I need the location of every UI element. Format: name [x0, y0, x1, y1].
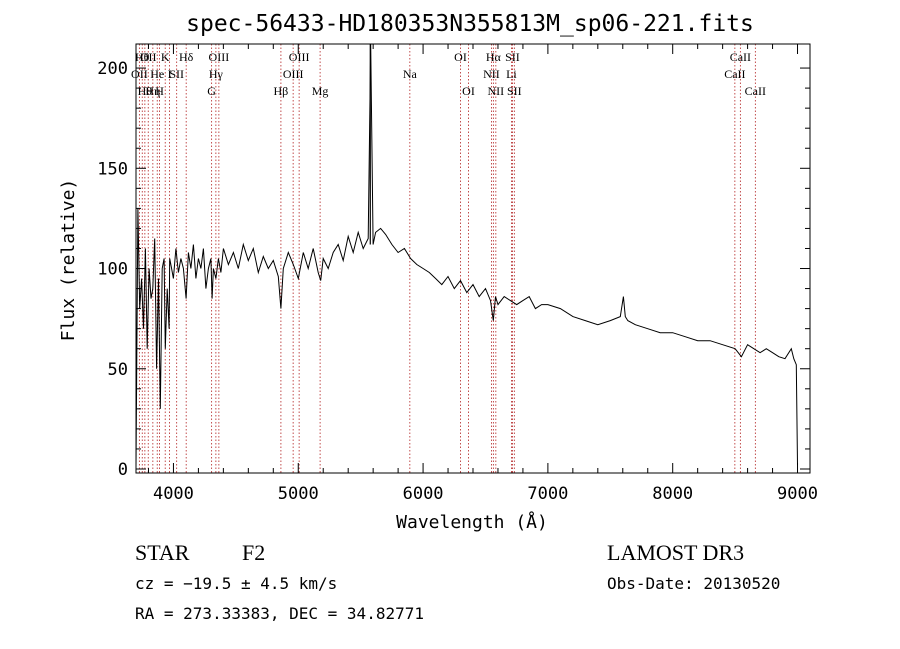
spectrum-plot [135, 43, 798, 468]
x-tick-label: 7000 [527, 484, 568, 504]
plot-frame [135, 43, 811, 474]
line-label: SII [169, 67, 184, 81]
line-label: OI [454, 50, 467, 64]
line-label: OIII [283, 67, 304, 81]
line-label: Mg [312, 84, 329, 98]
y-axis-label: Flux (relative) [58, 179, 79, 342]
y-tick-label: 50 [108, 360, 128, 380]
axis-ticks: 4000 5000 6000 7000 8000 9000 0 50 100 150 200 [97, 44, 818, 504]
line-label: OII [131, 67, 148, 81]
coordinates: RA = 273.33383, DEC = 34.82771 [135, 604, 424, 623]
line-label: NII [483, 67, 500, 81]
line-label: He [150, 67, 164, 81]
line-label: OIII [289, 50, 310, 64]
object-subclass: F2 [242, 540, 266, 565]
line-label: Hδ [179, 50, 194, 64]
x-tick-label: 8000 [652, 484, 693, 504]
y-tick-label: 0 [118, 460, 128, 480]
line-label: K [161, 50, 170, 64]
line-label: Hθ [138, 84, 153, 98]
line-label: Hθ [135, 50, 150, 64]
object-class: STAR [135, 540, 190, 565]
line-label: I [168, 67, 172, 81]
line-label: SII [505, 50, 520, 64]
line-label: Li [506, 67, 517, 81]
line-label: CaII [730, 50, 751, 64]
line-label: Hγ [209, 67, 224, 81]
line-label: Hη [145, 84, 160, 98]
redshift-cz: cz = −19.5 ± 4.5 km/s [135, 574, 338, 593]
line-label: OIII [209, 50, 230, 64]
line-label: OI [462, 84, 475, 98]
spectrum-line [135, 43, 798, 468]
y-tick-label: 150 [97, 159, 128, 179]
line-label: Na [403, 67, 418, 81]
survey-name: LAMOST DR3 [607, 540, 745, 565]
line-label: CaII [724, 67, 745, 81]
y-tick-label: 200 [97, 59, 128, 79]
x-tick-label: 4000 [153, 484, 194, 504]
chart-title: spec-56433-HD180353N355813M_sp06-221.fit… [186, 11, 754, 37]
y-tick-label: 100 [97, 260, 128, 280]
x-axis-label: Wavelength (Å) [396, 511, 548, 533]
line-label: G [207, 84, 216, 98]
observation-date: Obs-Date: 20130520 [607, 574, 781, 593]
line-label: SII [507, 84, 522, 98]
line-label: Hβ [274, 84, 289, 98]
line-label: CaII [745, 84, 766, 98]
line-label: H [155, 84, 164, 98]
x-tick-label: 6000 [403, 484, 444, 504]
x-tick-label: 9000 [777, 484, 818, 504]
emission-line-markers [138, 44, 756, 473]
x-tick-label: 5000 [278, 484, 319, 504]
line-label: OII [140, 50, 157, 64]
line-labels: OIIHθHθOIIHηHeHKISIIHδGHγOIIIHβOIIIOIIIM… [131, 50, 766, 98]
line-label: NII [488, 84, 505, 98]
line-label: Hα [486, 50, 502, 64]
